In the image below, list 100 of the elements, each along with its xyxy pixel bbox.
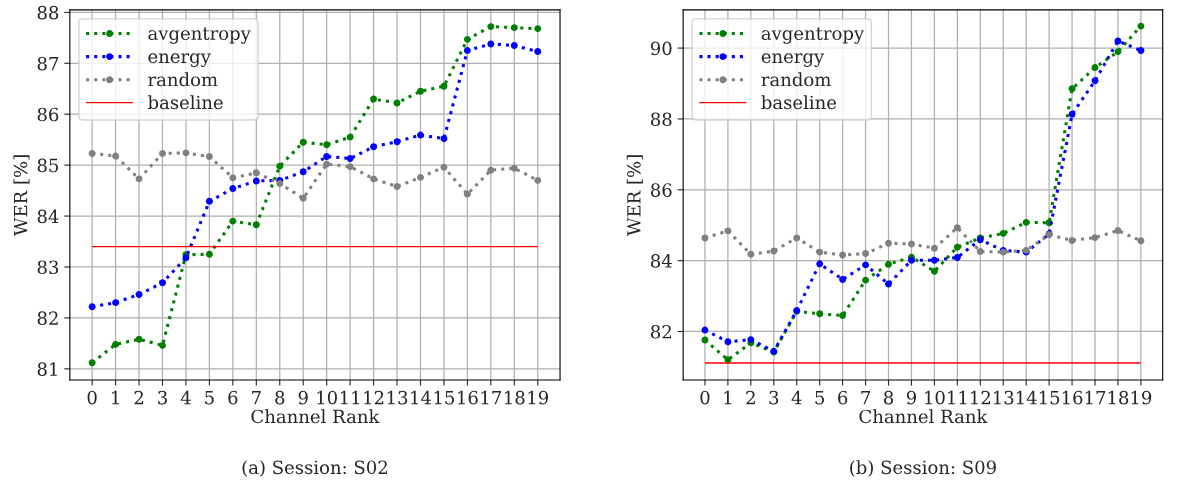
y-tick-label: 88 bbox=[650, 112, 672, 127]
x-tick-label: 5 bbox=[205, 391, 214, 405]
point bbox=[747, 250, 755, 258]
point bbox=[1114, 227, 1122, 234]
point bbox=[770, 247, 778, 255]
x-tick-label: 17 bbox=[481, 390, 502, 405]
y-axis-title: WER [%] bbox=[626, 155, 643, 236]
point bbox=[976, 247, 984, 255]
point bbox=[816, 260, 824, 268]
x-tick-label: 12 bbox=[364, 390, 384, 405]
point bbox=[862, 250, 870, 258]
point bbox=[534, 48, 542, 56]
point bbox=[1068, 85, 1076, 93]
point bbox=[393, 183, 401, 190]
point bbox=[816, 248, 824, 256]
point bbox=[299, 138, 307, 146]
point bbox=[510, 41, 518, 49]
point bbox=[953, 224, 961, 232]
x-tick-label: 2 bbox=[746, 390, 755, 405]
x-tick-label: 8 bbox=[883, 390, 894, 405]
legend-label: energy bbox=[761, 53, 825, 67]
y-tick-label: 87 bbox=[37, 56, 59, 71]
point bbox=[1068, 236, 1076, 244]
x-tick-label: 12 bbox=[971, 390, 990, 405]
point bbox=[252, 221, 260, 229]
point bbox=[724, 338, 732, 346]
legend-label: baseline bbox=[148, 95, 223, 110]
point bbox=[1114, 48, 1122, 56]
point bbox=[463, 190, 471, 198]
point bbox=[999, 229, 1007, 237]
point bbox=[159, 149, 166, 157]
x-tick-label: 16 bbox=[1062, 390, 1083, 405]
point bbox=[510, 164, 518, 172]
y-tick-label: 85 bbox=[37, 158, 59, 173]
y-tick-label: 83 bbox=[37, 260, 59, 275]
text: (a) Session: S02 bbox=[242, 460, 387, 477]
legend-label: avgentropy bbox=[761, 27, 865, 44]
point bbox=[112, 340, 120, 348]
point bbox=[1091, 64, 1099, 72]
point bbox=[885, 280, 892, 288]
point bbox=[534, 176, 542, 184]
x-tick-label: 13 bbox=[993, 390, 1014, 405]
x-tick-label: 13 bbox=[387, 390, 408, 405]
point bbox=[930, 256, 938, 264]
x-tick-label: 11 bbox=[340, 390, 360, 405]
point bbox=[299, 194, 307, 202]
point bbox=[1137, 237, 1145, 245]
point bbox=[839, 251, 847, 259]
point bbox=[953, 243, 961, 251]
point bbox=[1091, 77, 1099, 85]
point bbox=[276, 162, 284, 170]
y-tick-label: 86 bbox=[37, 107, 59, 122]
legend-label: energy bbox=[148, 53, 211, 67]
x-tick-label: 19 bbox=[528, 390, 549, 405]
point bbox=[487, 23, 495, 31]
point bbox=[487, 40, 495, 48]
y-axis-title: WER [%] bbox=[13, 155, 30, 236]
point bbox=[440, 82, 448, 90]
point bbox=[323, 141, 331, 149]
point bbox=[793, 234, 801, 242]
legend-label: baseline bbox=[761, 95, 837, 110]
x-tick-label: 10 bbox=[925, 390, 945, 405]
y-tick-label: 81 bbox=[37, 362, 57, 376]
x-tick-label: 15 bbox=[434, 390, 455, 405]
point bbox=[885, 239, 892, 247]
x-tick-label: 9 bbox=[906, 390, 916, 405]
legend-label: random bbox=[148, 72, 218, 87]
point bbox=[88, 359, 96, 367]
point bbox=[252, 169, 260, 177]
point bbox=[229, 174, 237, 182]
x-tick-label: 1 bbox=[112, 390, 119, 405]
point bbox=[1022, 218, 1030, 226]
x-axis-title: Channel Rank bbox=[859, 409, 988, 424]
x-tick-label: 16 bbox=[458, 390, 478, 405]
x-tick-label: 1 bbox=[724, 390, 732, 405]
point bbox=[440, 135, 448, 143]
point bbox=[205, 197, 213, 205]
y-tick-label: 82 bbox=[650, 324, 671, 339]
point bbox=[323, 160, 331, 168]
text: (b) Session: S09 bbox=[850, 460, 996, 477]
point bbox=[417, 87, 424, 95]
x-tick-label: 14 bbox=[1016, 390, 1037, 405]
point bbox=[205, 153, 213, 160]
point bbox=[393, 138, 401, 146]
point bbox=[299, 168, 307, 176]
point bbox=[229, 185, 237, 193]
point bbox=[252, 177, 260, 185]
point bbox=[463, 35, 471, 43]
x-tick-label: 7 bbox=[252, 391, 261, 405]
x-tick-label: 4 bbox=[791, 390, 802, 405]
point bbox=[323, 153, 331, 160]
x-tick-label: 18 bbox=[1108, 390, 1129, 405]
point bbox=[862, 276, 870, 284]
point bbox=[816, 310, 824, 318]
x-tick-label: 0 bbox=[700, 390, 710, 405]
point bbox=[1068, 110, 1076, 118]
point bbox=[885, 260, 892, 268]
point bbox=[463, 47, 471, 55]
point bbox=[839, 275, 847, 283]
point bbox=[510, 24, 518, 32]
